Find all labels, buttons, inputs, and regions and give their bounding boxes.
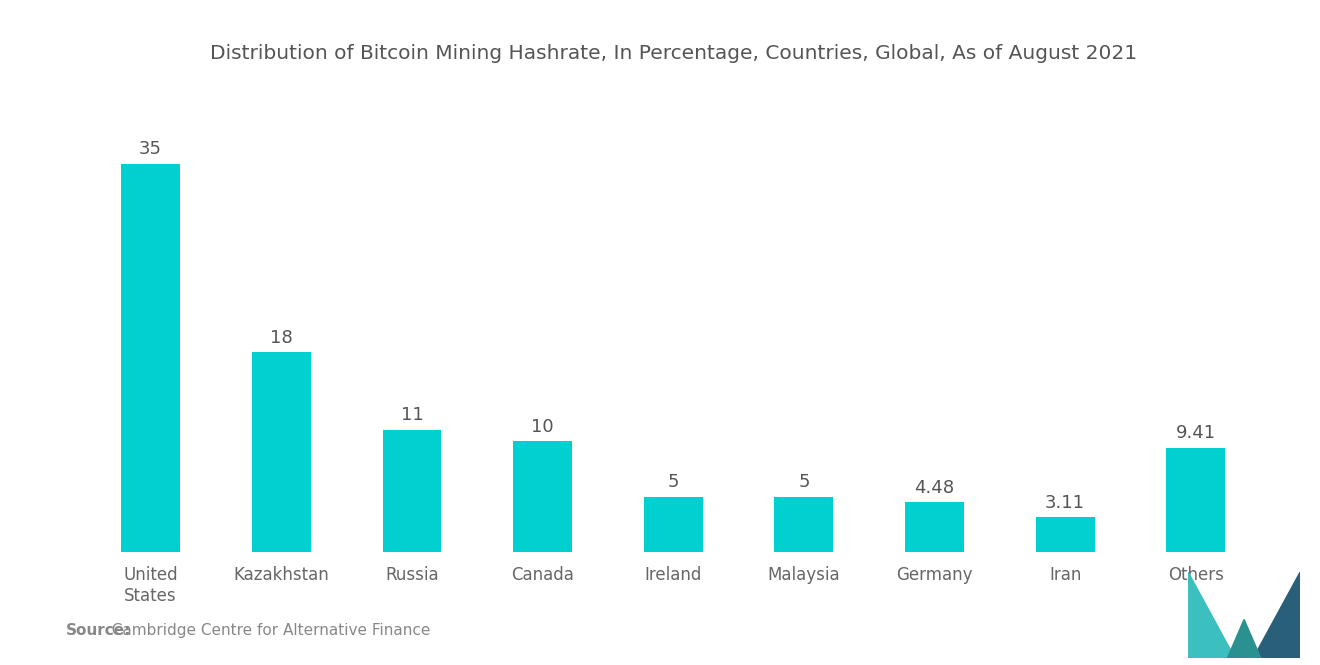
- Text: 11: 11: [400, 406, 424, 424]
- Text: 35: 35: [139, 140, 162, 158]
- Polygon shape: [1228, 620, 1261, 658]
- Text: Source:: Source:: [66, 623, 132, 638]
- Title: Distribution of Bitcoin Mining Hashrate, In Percentage, Countries, Global, As of: Distribution of Bitcoin Mining Hashrate,…: [210, 44, 1137, 63]
- Text: 5: 5: [799, 473, 809, 491]
- Bar: [383, 430, 441, 552]
- Text: Cambridge Centre for Alternative Finance: Cambridge Centre for Alternative Finance: [102, 623, 430, 638]
- Polygon shape: [1188, 572, 1236, 658]
- Text: 10: 10: [531, 418, 554, 436]
- Bar: [121, 164, 180, 552]
- Bar: [644, 497, 702, 552]
- Text: 5: 5: [668, 473, 678, 491]
- Bar: [1167, 448, 1225, 552]
- Text: 4.48: 4.48: [915, 479, 954, 497]
- Text: 3.11: 3.11: [1045, 494, 1085, 512]
- Polygon shape: [1253, 572, 1300, 658]
- Text: 9.41: 9.41: [1176, 424, 1216, 442]
- Bar: [775, 497, 833, 552]
- Bar: [1036, 517, 1094, 552]
- Text: 18: 18: [269, 329, 293, 347]
- Bar: [513, 441, 572, 552]
- Bar: [252, 352, 310, 552]
- Bar: [906, 502, 964, 552]
